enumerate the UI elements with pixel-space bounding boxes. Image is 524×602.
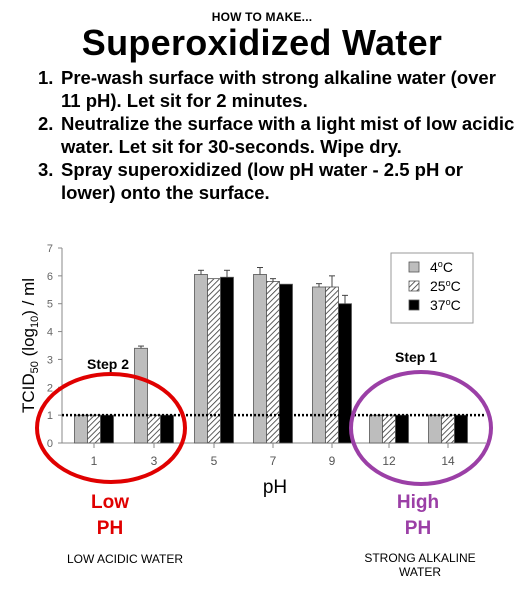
bar-1-s1 [87, 414, 101, 444]
step-text: Spray superoxidized (low pH water - 2.5 … [61, 159, 463, 203]
bar-7-s0 [253, 274, 267, 444]
bar-7-s2 [279, 283, 293, 444]
y-tick-label: 4 [47, 327, 53, 339]
x-tick-label: 9 [329, 454, 336, 468]
x-tick-label: 12 [382, 454, 396, 468]
high-ph-caption-line2: WATER [399, 565, 441, 579]
legend-label: 4oC [430, 259, 453, 275]
x-tick-label: 3 [151, 454, 158, 468]
instruction-step-2: 2. Neutralize the surface with a light m… [38, 112, 518, 158]
instruction-list: 1. Pre-wash surface with strong alkaline… [38, 66, 518, 204]
step1-highlight-circle [349, 370, 493, 486]
high-ph-caption: STRONG ALKALINE WATER [350, 551, 490, 579]
step2-highlight-circle [35, 372, 187, 484]
y-tick-label: 3 [47, 354, 53, 366]
instruction-step-1: 1. Pre-wash surface with strong alkaline… [38, 66, 518, 112]
header-kicker: HOW TO MAKE... [211, 10, 313, 24]
x-axis-label: pH [263, 477, 287, 498]
step2-label: Step 2 [87, 356, 129, 372]
bar-9-s0 [312, 286, 326, 444]
instruction-step-3: 3. Spray superoxidized (low pH water - 2… [38, 158, 518, 204]
high-ph-label: High PH [378, 492, 458, 540]
y-tick-label: 1 [47, 410, 53, 422]
legend-label: 37oC [430, 297, 461, 313]
x-tick-label: 7 [270, 454, 277, 468]
legend-box [390, 252, 474, 324]
bar-1-s2 [100, 414, 114, 444]
y-tick-label: 7 [47, 243, 53, 255]
x-tick-label: 14 [441, 454, 455, 468]
bar-7-s1 [266, 281, 280, 444]
y-axis-label: TCID50 (log10) / ml [19, 278, 41, 413]
high-ph-line2: PH [404, 518, 432, 539]
bar-3-s1 [147, 414, 161, 444]
x-tick-label: 1 [91, 454, 98, 468]
high-ph-caption-line1: STRONG ALKALINE [364, 551, 476, 565]
low-ph-line1: Low [91, 492, 129, 513]
step-number: 2. [38, 113, 54, 134]
legend-swatch [408, 261, 420, 273]
bar-12-s1 [382, 414, 396, 444]
bar-9-s1 [325, 286, 339, 444]
bar-14-s0 [428, 414, 442, 444]
legend-label: 25oC [430, 278, 461, 294]
step-text: Neutralize the surface with a light mist… [61, 113, 515, 157]
bar-5-s0 [194, 274, 208, 444]
legend-swatch [408, 299, 420, 311]
bar-12-s0 [369, 414, 383, 444]
high-ph-line1: High [396, 492, 440, 513]
bar-3-s2 [160, 414, 174, 444]
bar-14-s2 [454, 414, 468, 444]
y-tick-label: 6 [47, 271, 53, 283]
bar-1-s0 [74, 414, 88, 444]
y-tick-label: 5 [47, 299, 53, 311]
bar-3-s0 [134, 347, 148, 444]
y-tick-label: 2 [47, 382, 53, 394]
x-tick-label: 5 [211, 454, 218, 468]
step-text: Pre-wash surface with strong alkaline wa… [61, 67, 496, 111]
bar-5-s2 [220, 276, 234, 444]
page-title: Superoxidized Water [81, 22, 443, 63]
bar-14-s1 [441, 414, 455, 444]
y-tick-label: 0 [47, 438, 53, 450]
step1-label: Step 1 [395, 349, 437, 365]
low-ph-line2: PH [96, 518, 124, 539]
low-ph-label: Low PH [70, 492, 150, 540]
bar-12-s2 [395, 414, 409, 444]
step-number: 1. [38, 67, 54, 88]
bar-5-s1 [207, 278, 221, 444]
legend-swatch [408, 280, 420, 292]
step-number: 3. [38, 159, 54, 180]
low-ph-caption: LOW ACIDIC WATER [66, 552, 183, 566]
